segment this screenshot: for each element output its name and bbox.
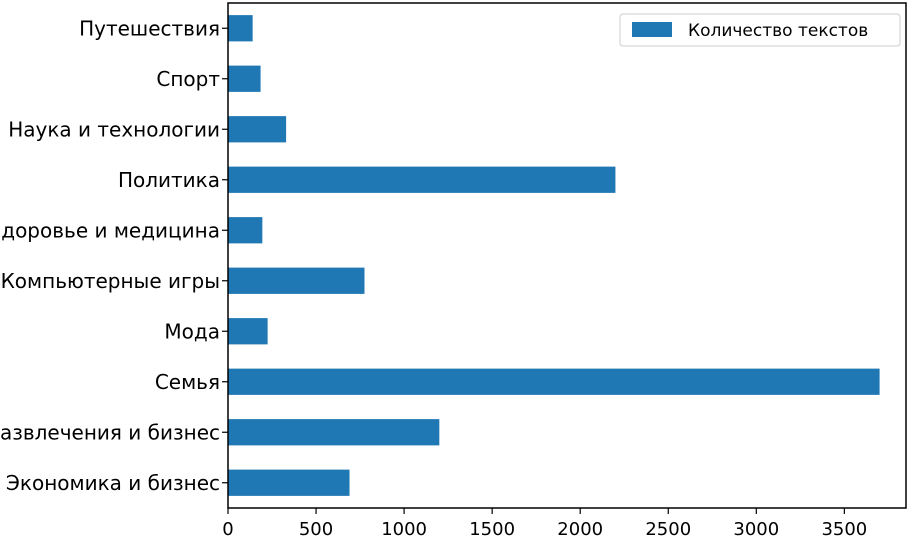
x-tick-label: 3500: [821, 519, 867, 540]
x-tick-label: 0: [222, 519, 233, 540]
bar: [228, 318, 268, 345]
legend: Количество текстов: [619, 13, 901, 47]
category-label: Путешествия: [79, 16, 220, 40]
x-tick-label: 3000: [733, 519, 779, 540]
y-axis: Путешествия Спорт Наука и технологии Полити…: [0, 16, 228, 495]
category-label: Экономика и бизнес: [6, 471, 220, 495]
category-label: Политика: [118, 168, 220, 192]
x-tick-label: 1500: [469, 519, 515, 540]
category-label: Семья: [155, 370, 220, 394]
plot-frame: [227, 2, 907, 509]
bar: [228, 166, 616, 193]
category-label: Мода: [164, 319, 220, 343]
category-label: Компьютерные игры: [1, 269, 220, 293]
category-label: Здоровье и медицина: [0, 218, 220, 242]
bar: [228, 469, 350, 496]
bar: [228, 419, 440, 446]
bar: [228, 368, 880, 395]
category-label: Развлечения и бизнес: [0, 420, 220, 444]
bar: [228, 15, 253, 42]
x-tick-label: 500: [299, 519, 333, 540]
x-tick-label: 1000: [381, 519, 427, 540]
x-tick-label: 2000: [557, 519, 603, 540]
bar: [228, 116, 287, 143]
bar: [228, 65, 261, 92]
legend-swatch: [632, 22, 672, 37]
legend-label: Количество текстов: [688, 21, 868, 41]
x-axis: 0 500 1000 1500 2000 2500 3000 3500: [222, 508, 867, 540]
category-label: Спорт: [156, 67, 220, 91]
bar: [228, 267, 365, 294]
legend-box: [619, 13, 901, 47]
category-label: Наука и технологии: [8, 117, 220, 141]
bar: [228, 217, 263, 244]
bars-group: [228, 15, 880, 496]
x-tick-label: 2500: [645, 519, 691, 540]
